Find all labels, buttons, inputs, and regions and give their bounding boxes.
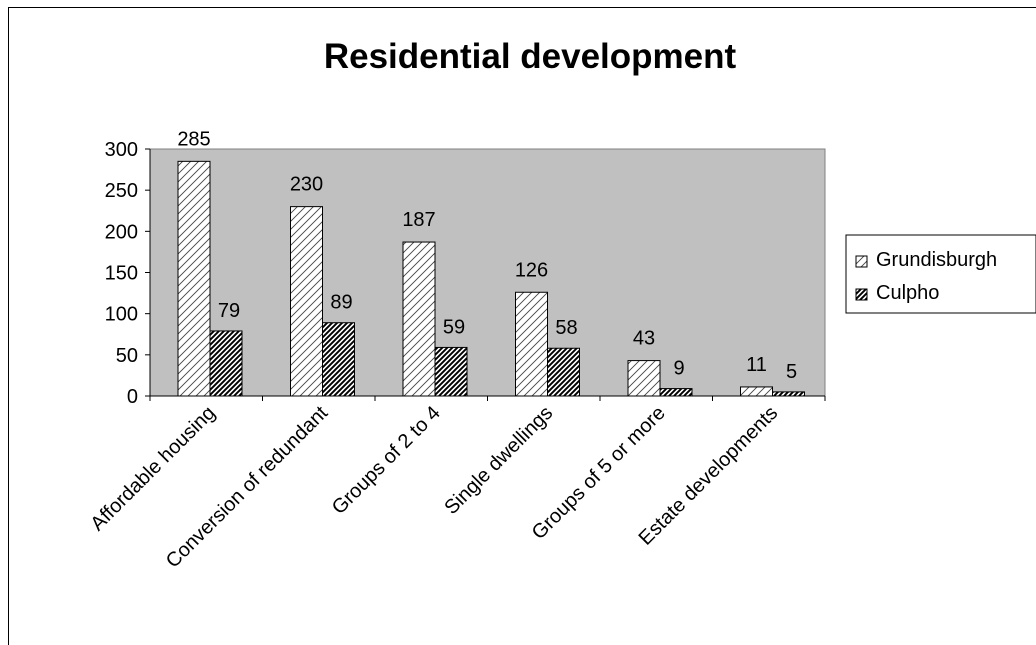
chart-title: Residential development [324, 37, 737, 76]
bar-culpho [322, 322, 355, 397]
y-tick-label: 50 [116, 345, 138, 367]
legend: Grundisburgh Culpho [845, 234, 1036, 314]
data-label: 230 [290, 174, 323, 196]
chart-frame [8, 7, 1036, 645]
data-label: 187 [402, 209, 435, 231]
data-label: 43 [633, 328, 655, 350]
legend-swatch-culpho [855, 288, 868, 301]
x-category-label: Single dwellings [440, 402, 557, 519]
bar-grundisburgh [177, 160, 211, 397]
y-tick-label: 150 [105, 263, 138, 285]
bar-grundisburgh [740, 386, 773, 397]
y-tick-label: 100 [105, 304, 138, 326]
bar-culpho [209, 330, 243, 397]
bar-culpho [659, 388, 693, 397]
y-tick-label: 300 [105, 139, 138, 161]
x-category-label: Affordable housing [87, 402, 220, 535]
data-label: 11 [746, 354, 767, 376]
data-label: 89 [330, 292, 352, 314]
bars: 285 230 187 126 43 11 79 89 59 58 9 5 [177, 128, 805, 397]
plot-area [149, 148, 826, 397]
data-label: 59 [443, 316, 465, 338]
data-label: 126 [515, 259, 548, 281]
bar-grundisburgh [627, 360, 661, 397]
legend-swatch-grundisburgh [855, 255, 868, 268]
bar-grundisburgh [515, 291, 548, 397]
legend-label-grundisburgh: Grundisburgh [876, 249, 997, 271]
y-tick-label: 250 [105, 180, 138, 202]
bar-grundisburgh [290, 206, 323, 397]
data-label: 58 [555, 317, 577, 339]
x-category-label: Groups of 2 to 4 [328, 402, 445, 519]
legend-label-culpho: Culpho [876, 282, 939, 304]
y-axis: 0 50 100 150 200 250 300 [105, 139, 151, 408]
data-label: 5 [786, 361, 797, 383]
data-label: 79 [218, 300, 240, 322]
bar-culpho [434, 346, 468, 397]
bar-grundisburgh [402, 241, 436, 397]
bar-culpho [547, 347, 580, 397]
data-label: 285 [177, 128, 210, 150]
y-tick-label: 0 [127, 386, 138, 408]
legend-box [845, 234, 1036, 314]
y-tick-label: 200 [105, 221, 138, 243]
bar-culpho [772, 391, 805, 397]
data-label: 9 [673, 358, 684, 380]
